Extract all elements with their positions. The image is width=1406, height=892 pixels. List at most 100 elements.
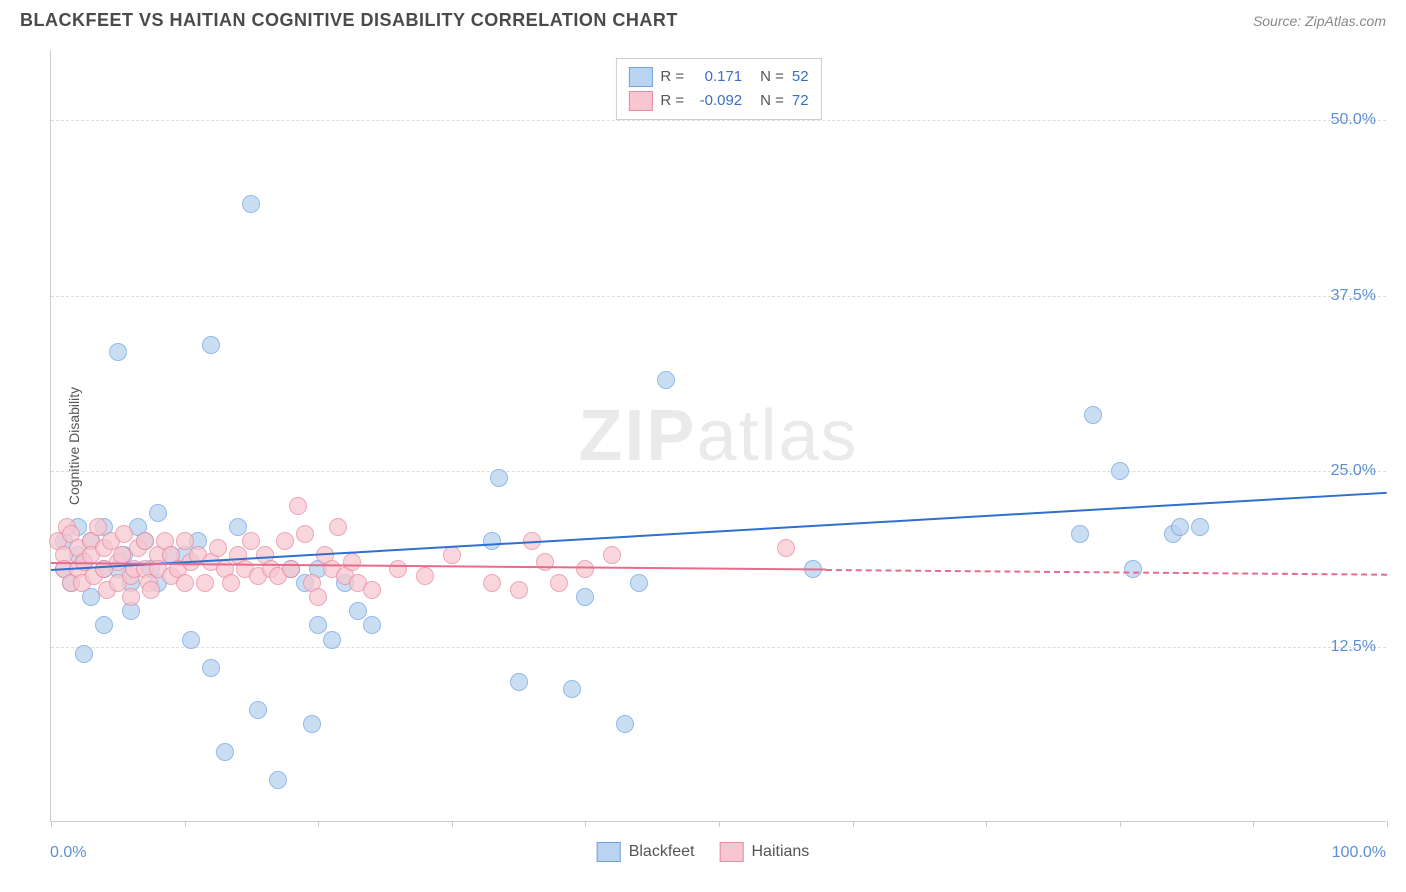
legend-swatch bbox=[720, 842, 744, 862]
data-point bbox=[563, 680, 581, 698]
data-point bbox=[323, 631, 341, 649]
watermark: ZIPatlas bbox=[578, 395, 858, 477]
data-point bbox=[296, 525, 314, 543]
data-point bbox=[289, 497, 307, 515]
legend-swatch bbox=[597, 842, 621, 862]
data-point bbox=[1084, 406, 1102, 424]
data-point bbox=[89, 518, 107, 536]
gridline bbox=[51, 647, 1386, 648]
y-tick-label: 50.0% bbox=[1331, 111, 1376, 129]
data-point bbox=[216, 743, 234, 761]
data-point bbox=[229, 518, 247, 536]
n-label: N = bbox=[760, 89, 784, 113]
chart-title: BLACKFEET VS HAITIAN COGNITIVE DISABILIT… bbox=[20, 10, 678, 31]
x-tick bbox=[719, 821, 720, 827]
data-point bbox=[276, 532, 294, 550]
legend-item: Blackfeet bbox=[597, 842, 695, 862]
data-point bbox=[142, 581, 160, 599]
data-point bbox=[576, 560, 594, 578]
x-tick bbox=[318, 821, 319, 827]
data-point bbox=[249, 701, 267, 719]
correlation-row: R = -0.092 N = 72 bbox=[628, 89, 808, 113]
chart-source: Source: ZipAtlas.com bbox=[1253, 13, 1386, 29]
n-value: 72 bbox=[792, 89, 809, 113]
legend-swatch bbox=[628, 67, 652, 87]
data-point bbox=[416, 567, 434, 585]
x-tick bbox=[452, 821, 453, 827]
x-tick bbox=[986, 821, 987, 827]
x-tick bbox=[185, 821, 186, 827]
data-point bbox=[329, 518, 347, 536]
data-point bbox=[182, 631, 200, 649]
data-point bbox=[483, 532, 501, 550]
data-point bbox=[75, 645, 93, 663]
data-point bbox=[777, 539, 795, 557]
legend-label: Blackfeet bbox=[629, 843, 695, 861]
data-point bbox=[176, 532, 194, 550]
data-point bbox=[483, 574, 501, 592]
x-tick bbox=[585, 821, 586, 827]
gridline bbox=[51, 471, 1386, 472]
y-tick-label: 37.5% bbox=[1331, 287, 1376, 305]
data-point bbox=[363, 581, 381, 599]
data-point bbox=[209, 539, 227, 557]
data-point bbox=[630, 574, 648, 592]
x-axis-max-label: 100.0% bbox=[1332, 844, 1386, 862]
data-point bbox=[122, 588, 140, 606]
data-point bbox=[109, 343, 127, 361]
data-point bbox=[576, 588, 594, 606]
r-value: -0.092 bbox=[692, 89, 742, 113]
series-legend: Blackfeet Haitians bbox=[597, 842, 810, 862]
data-point bbox=[1111, 462, 1129, 480]
data-point bbox=[202, 659, 220, 677]
gridline bbox=[51, 296, 1386, 297]
data-point bbox=[603, 546, 621, 564]
r-label: R = bbox=[660, 65, 684, 89]
correlation-legend: R = 0.171 N = 52 R = -0.092 N = 72 bbox=[615, 58, 821, 120]
x-tick bbox=[853, 821, 854, 827]
data-point bbox=[222, 574, 240, 592]
data-point bbox=[490, 469, 508, 487]
data-point bbox=[309, 616, 327, 634]
data-point bbox=[269, 771, 287, 789]
r-label: R = bbox=[660, 89, 684, 113]
data-point bbox=[242, 195, 260, 213]
data-point bbox=[196, 574, 214, 592]
data-point bbox=[242, 532, 260, 550]
data-point bbox=[1171, 518, 1189, 536]
data-point bbox=[176, 574, 194, 592]
chart-header: BLACKFEET VS HAITIAN COGNITIVE DISABILIT… bbox=[0, 0, 1406, 36]
data-point bbox=[149, 504, 167, 522]
legend-label: Haitians bbox=[752, 843, 810, 861]
n-value: 52 bbox=[792, 65, 809, 89]
legend-item: Haitians bbox=[720, 842, 810, 862]
data-point bbox=[309, 588, 327, 606]
data-point bbox=[616, 715, 634, 733]
trend-line bbox=[826, 569, 1387, 576]
data-point bbox=[1191, 518, 1209, 536]
data-point bbox=[1071, 525, 1089, 543]
data-point bbox=[136, 532, 154, 550]
data-point bbox=[536, 553, 554, 571]
data-point bbox=[550, 574, 568, 592]
y-tick-label: 25.0% bbox=[1331, 462, 1376, 480]
gridline bbox=[51, 120, 1386, 121]
data-point bbox=[202, 336, 220, 354]
data-point bbox=[303, 715, 321, 733]
data-point bbox=[95, 616, 113, 634]
data-point bbox=[510, 673, 528, 691]
n-label: N = bbox=[760, 65, 784, 89]
x-tick bbox=[1120, 821, 1121, 827]
r-value: 0.171 bbox=[692, 65, 742, 89]
data-point bbox=[657, 371, 675, 389]
correlation-row: R = 0.171 N = 52 bbox=[628, 65, 808, 89]
data-point bbox=[443, 546, 461, 564]
data-point bbox=[363, 616, 381, 634]
x-axis-min-label: 0.0% bbox=[50, 844, 86, 862]
x-tick bbox=[1253, 821, 1254, 827]
legend-swatch bbox=[628, 91, 652, 111]
data-point bbox=[510, 581, 528, 599]
data-point bbox=[389, 560, 407, 578]
y-tick-label: 12.5% bbox=[1331, 638, 1376, 656]
data-point bbox=[1124, 560, 1142, 578]
